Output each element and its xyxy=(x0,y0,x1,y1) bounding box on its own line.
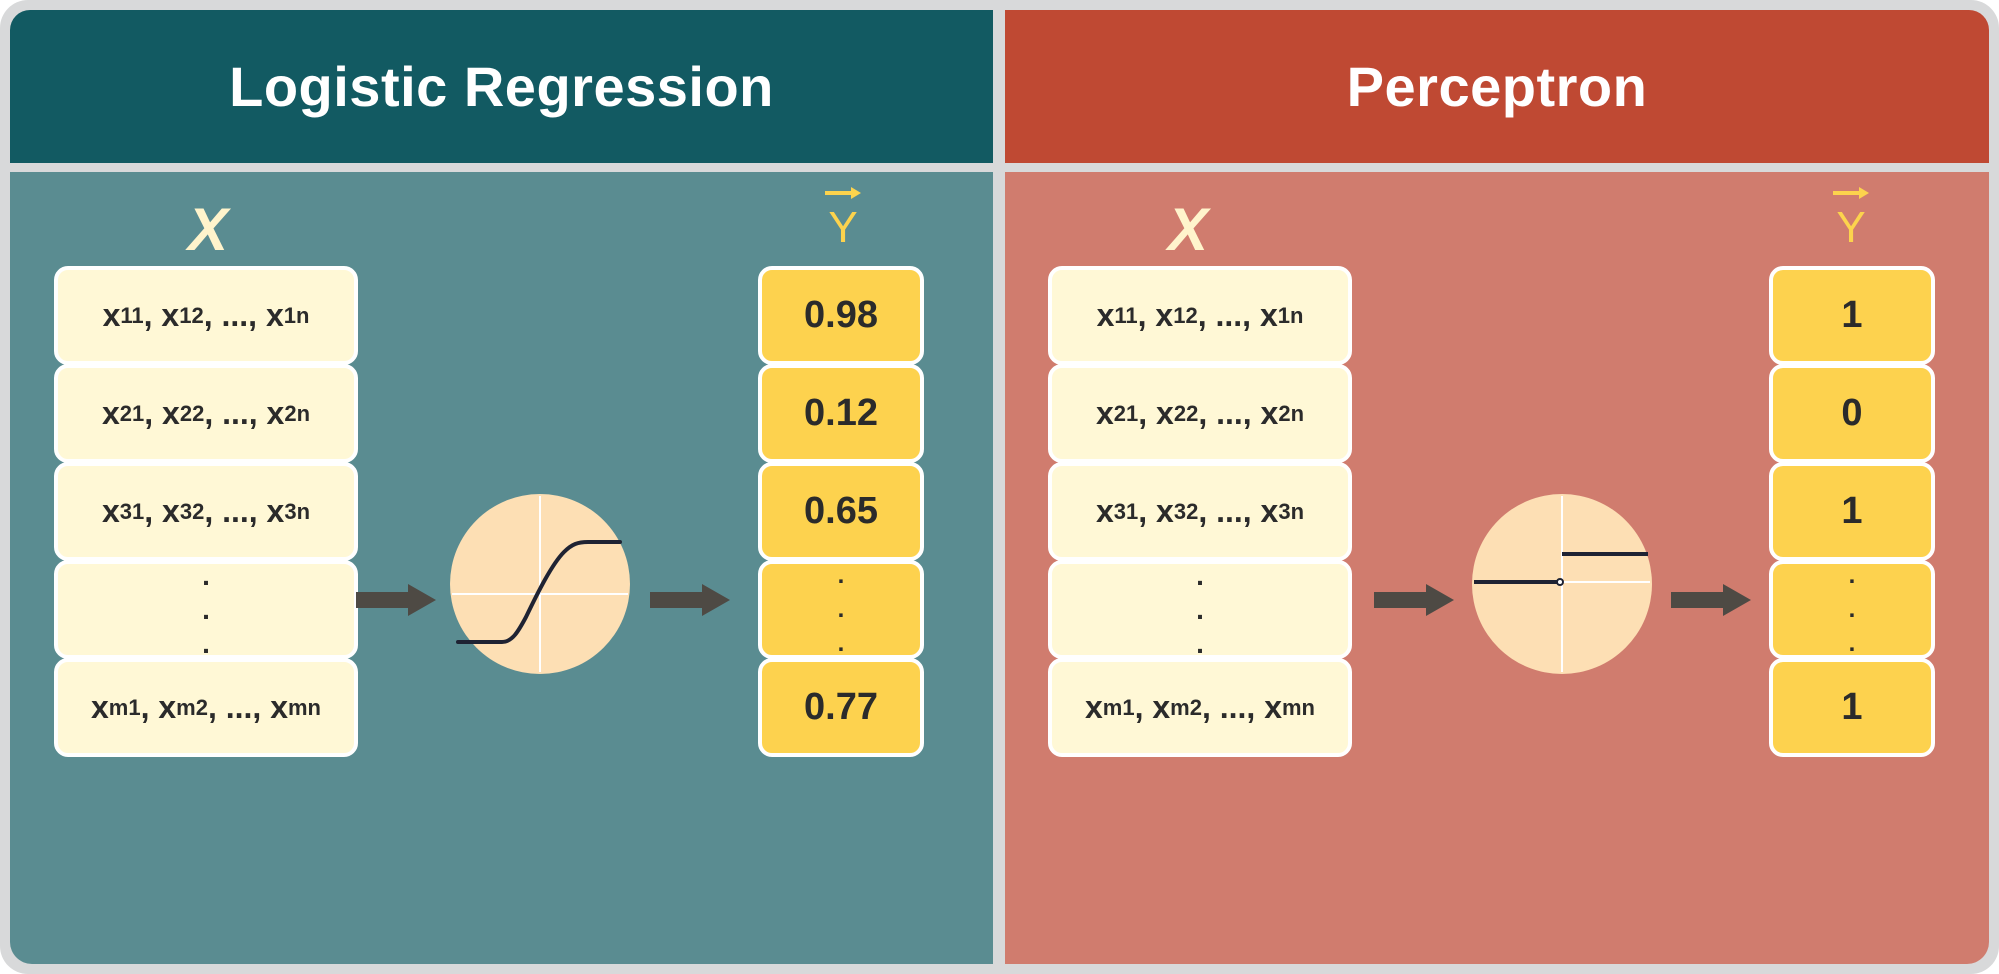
variable: x xyxy=(265,297,284,333)
input-row: x 11, x 12, ..., x 1n xyxy=(54,266,358,365)
output-value: 0.77 xyxy=(758,658,924,757)
output-value: 1 xyxy=(1769,462,1935,561)
output-value: 1 xyxy=(1769,658,1935,757)
output-value: 0.65 xyxy=(758,462,924,561)
variable: x xyxy=(1095,395,1114,431)
ellipsis-dot: . xyxy=(837,561,845,589)
vector-arrow-icon xyxy=(825,187,861,199)
input-row: x 31, x 32, ..., x 3n xyxy=(54,462,358,561)
ellipsis-dot: . xyxy=(1196,627,1204,659)
variable: x xyxy=(266,493,285,529)
input-row: x 31, x 32, ..., x 3n xyxy=(1048,462,1352,561)
variable: x xyxy=(1260,493,1279,529)
arrow-right-icon xyxy=(650,584,730,616)
arrow-right-icon xyxy=(1671,584,1751,616)
ellipsis-dot: . xyxy=(202,627,210,659)
x-label: X xyxy=(188,196,229,263)
ellipsis-dot: . xyxy=(837,629,845,657)
x-label: X xyxy=(1168,196,1209,263)
variable: x xyxy=(162,395,180,431)
y-label: Y xyxy=(1826,187,1876,250)
input-row: x m1, x m2, ..., x mn xyxy=(1048,658,1352,757)
ellipsis-row: ... xyxy=(54,560,358,659)
variable: x xyxy=(1152,689,1171,725)
output-value: 0.12 xyxy=(758,364,924,463)
ellipsis-dot: . xyxy=(1848,595,1856,623)
input-row: x 21, x 22, ..., x 2n xyxy=(1048,364,1352,463)
output-value: 1 xyxy=(1769,266,1935,365)
variable: x xyxy=(1156,395,1174,431)
input-row: x m1, x m2, ..., x mn xyxy=(54,658,358,757)
panel-body: X Y x 11, x 12, ..., x 1n x 21, x 22, ..., x 2n… xyxy=(1005,172,1989,964)
variable: x xyxy=(270,689,288,725)
arrow-right-icon xyxy=(356,584,436,616)
input-row: x 21, x 22, ..., x 2n xyxy=(54,364,358,463)
panel-body: X Y x 11, x 12, ..., x 1n x 21, x 22, ..., x 2n… xyxy=(10,172,993,964)
variable: x xyxy=(101,395,120,431)
ellipsis-row: ... xyxy=(758,560,924,659)
ellipsis-row: ... xyxy=(1048,560,1352,659)
ellipsis-dot: . xyxy=(1848,561,1856,589)
variable: x xyxy=(91,689,109,725)
variable: x xyxy=(1259,297,1278,333)
variable: x xyxy=(102,297,121,333)
vector-arrow-icon xyxy=(1833,187,1869,199)
variable: x xyxy=(162,493,180,529)
logistic-regression-panel: Logistic Regression X Y x 11, x 12, ..., x… xyxy=(0,0,999,974)
variable: x xyxy=(266,395,285,431)
variable: x xyxy=(1095,493,1114,529)
ellipsis-dot: . xyxy=(1848,629,1856,657)
ellipsis-row: ... xyxy=(1769,560,1935,659)
ellipsis-dot: . xyxy=(202,559,210,591)
output-value: 0.98 xyxy=(758,266,924,365)
y-label: Y xyxy=(818,187,868,250)
input-row: x 11, x 12, ..., x 1n xyxy=(1048,266,1352,365)
sigmoid-curve-icon xyxy=(450,494,630,674)
variable: x xyxy=(1264,689,1282,725)
variable: x xyxy=(161,297,180,333)
ellipsis-dot: . xyxy=(837,595,845,623)
variable: x xyxy=(101,493,120,529)
variable: x xyxy=(1096,297,1115,333)
variable: x xyxy=(1260,395,1279,431)
output-value: 0 xyxy=(1769,364,1935,463)
panel-title: Perceptron xyxy=(1005,10,1989,163)
panel-title: Logistic Regression xyxy=(10,10,993,163)
ellipsis-dot: . xyxy=(1196,593,1204,625)
variable: x xyxy=(1155,297,1174,333)
variable: x xyxy=(1156,493,1174,529)
step-function-icon xyxy=(1472,494,1652,674)
ellipsis-dot: . xyxy=(1196,559,1204,591)
variable: x xyxy=(1085,689,1103,725)
arrow-right-icon xyxy=(1374,584,1454,616)
variable: x xyxy=(158,689,177,725)
ellipsis-dot: . xyxy=(202,593,210,625)
